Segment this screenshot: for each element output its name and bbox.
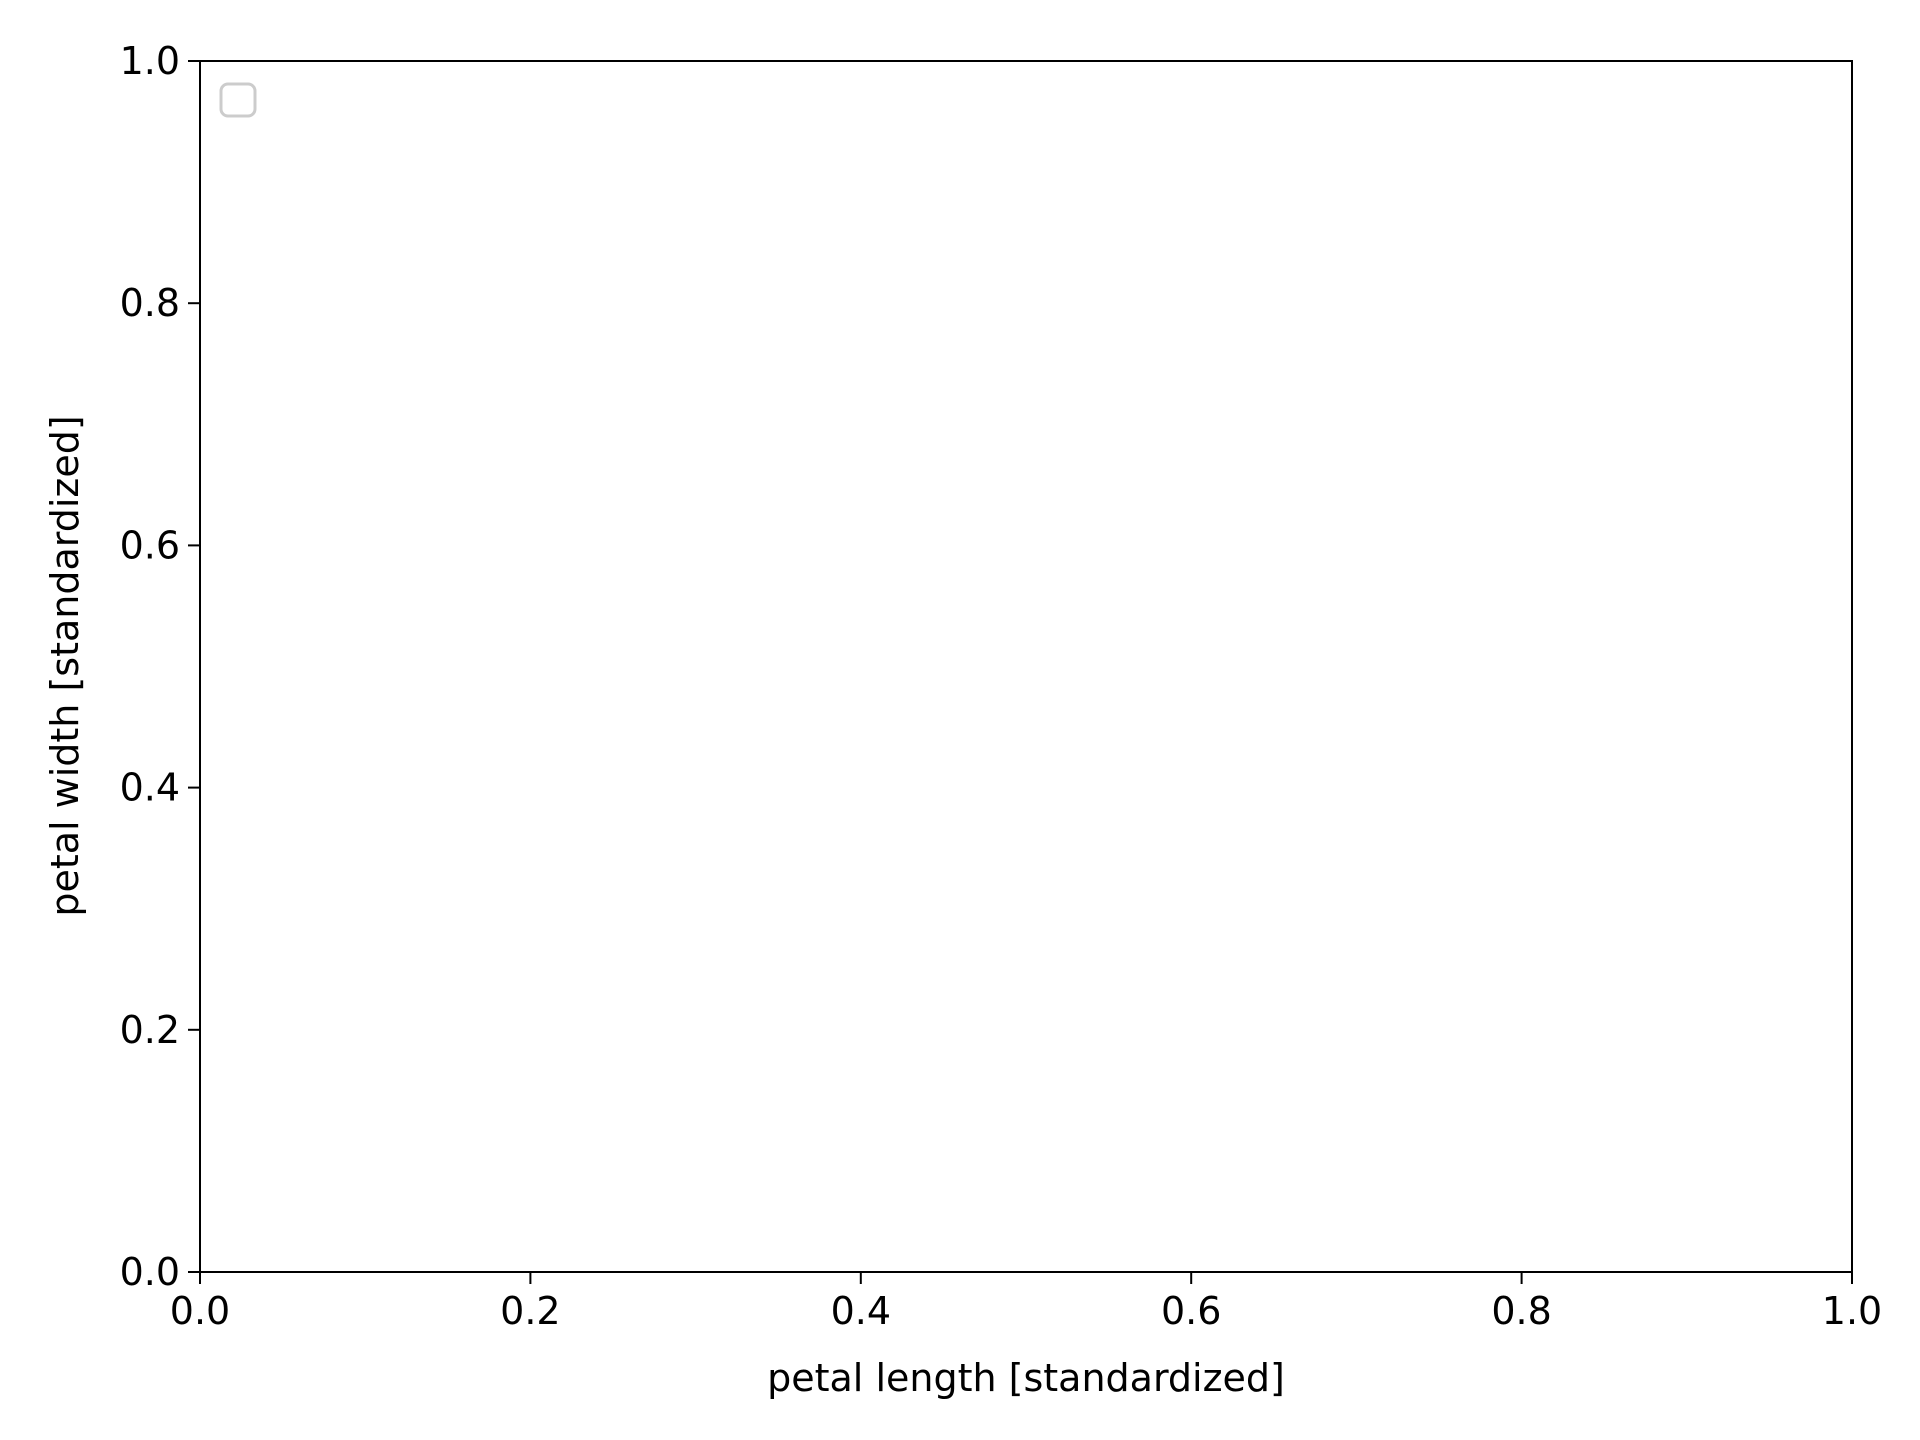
y-tick-label: 0.0	[120, 1250, 180, 1294]
x-tick-label: 1.0	[1822, 1289, 1882, 1333]
y-axis: 0.0 0.2 0.4 0.6 0.8 1.0	[120, 39, 200, 1294]
legend-box	[219, 82, 257, 118]
x-axis-label: petal length [standardized]	[767, 1356, 1285, 1400]
y-tick-label: 1.0	[120, 39, 180, 83]
y-tick-label: 0.2	[120, 1008, 180, 1052]
y-tick-label: 0.8	[120, 281, 180, 325]
x-tick-label: 0.8	[1491, 1289, 1551, 1333]
x-tick-label: 0.6	[1161, 1289, 1221, 1333]
y-axis-label: petal width [standardized]	[43, 415, 87, 916]
x-tick-label: 0.0	[170, 1289, 230, 1333]
x-tick-label: 0.4	[831, 1289, 891, 1333]
y-tick-label: 0.4	[120, 766, 180, 810]
axes-frame	[199, 60, 1853, 1273]
x-axis: 0.0 0.2 0.4 0.6 0.8 1.0	[170, 1272, 1882, 1333]
x-tick-label: 0.2	[500, 1289, 560, 1333]
plot-area	[199, 60, 1853, 1273]
y-tick-label: 0.6	[120, 523, 180, 567]
